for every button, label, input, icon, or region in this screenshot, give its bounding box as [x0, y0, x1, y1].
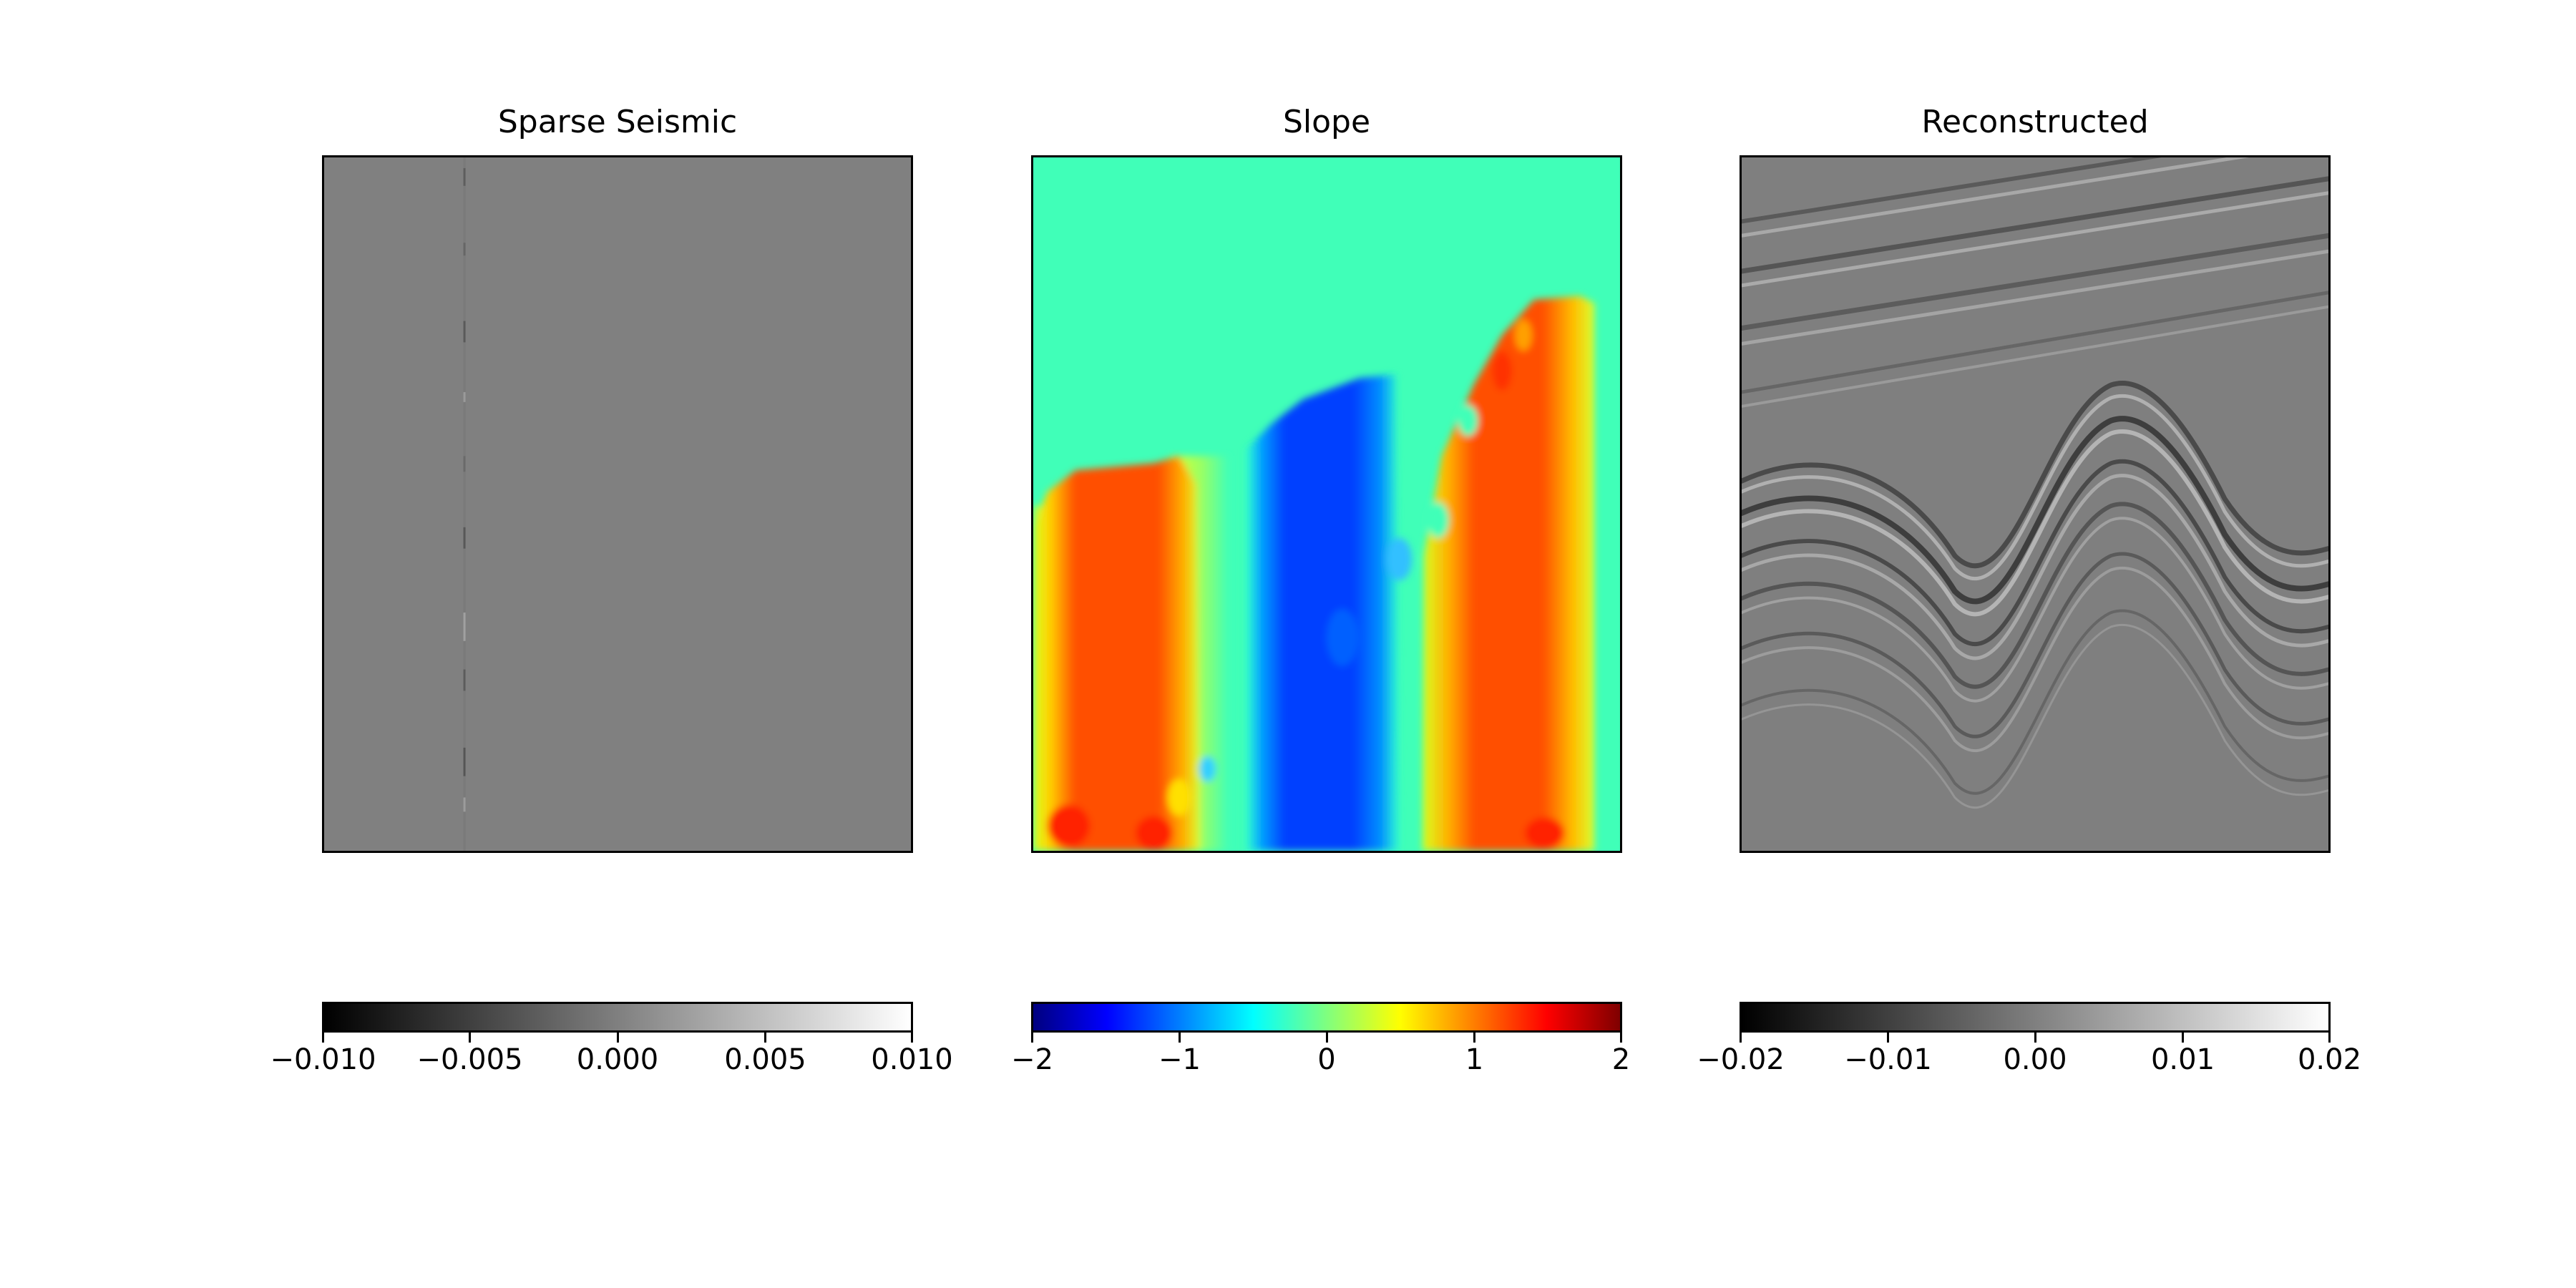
sparse-trace: [463, 157, 466, 851]
cbar3-tick-label: 0.02: [2297, 1043, 2362, 1076]
cbar1-tick-label: −0.010: [270, 1043, 376, 1076]
cbar2-tick: [1473, 1033, 1475, 1043]
cbar2-tick: [1325, 1033, 1328, 1043]
reconstructed-plot: [1742, 157, 2328, 851]
cbar1-tick: [764, 1033, 766, 1043]
cbar3-tick-label: −0.01: [1844, 1043, 1932, 1076]
cbar2-tick-label: −2: [1011, 1043, 1053, 1076]
sparse-seismic-plot: [324, 157, 911, 851]
panel-title-reconstructed: Reconstructed: [1921, 104, 2149, 140]
colorbar-sparse-seismic: [322, 1002, 913, 1033]
cbar1-tick: [469, 1033, 471, 1043]
cbar3-tick: [2034, 1033, 2036, 1043]
cbar2-tick-label: 2: [1611, 1043, 1631, 1076]
cbar2-tick: [1620, 1033, 1622, 1043]
cbar3-tick: [1740, 1033, 1742, 1043]
cbar2-tick: [1179, 1033, 1181, 1043]
cbar3-tick-label: 0.01: [2150, 1043, 2215, 1076]
cbar2-tick-label: −1: [1158, 1043, 1201, 1076]
slope-plot: [1033, 157, 1620, 851]
colorbar-slope: [1031, 1002, 1622, 1033]
cbar3-tick: [2328, 1033, 2331, 1043]
cbar2-tick-label: 1: [1465, 1043, 1484, 1076]
cbar3-tick-label: −0.02: [1697, 1043, 1785, 1076]
panel-title-slope: Slope: [1282, 104, 1371, 140]
cbar1-tick-label: 0.005: [724, 1043, 806, 1076]
cbar1-tick: [616, 1033, 619, 1043]
panel-title-sparse-seismic: Sparse Seismic: [497, 104, 738, 140]
cbar1-tick: [911, 1033, 913, 1043]
cbar3-tick: [2182, 1033, 2184, 1043]
cbar1-tick-label: −0.005: [416, 1043, 523, 1076]
cbar1-tick-label: 0.010: [871, 1043, 953, 1076]
colorbar-reconstructed: [1740, 1002, 2331, 1033]
cbar3-tick-label: 0.00: [2003, 1043, 2067, 1076]
image-sparse-seismic: [322, 155, 913, 853]
image-slope: [1031, 155, 1622, 853]
cbar2-tick: [1031, 1033, 1033, 1043]
cbar2-tick-label: 0: [1317, 1043, 1336, 1076]
cbar3-tick: [1887, 1033, 1889, 1043]
cbar1-tick-label: 0.000: [576, 1043, 659, 1076]
image-reconstructed: [1740, 155, 2331, 853]
cbar1-tick: [322, 1033, 324, 1043]
